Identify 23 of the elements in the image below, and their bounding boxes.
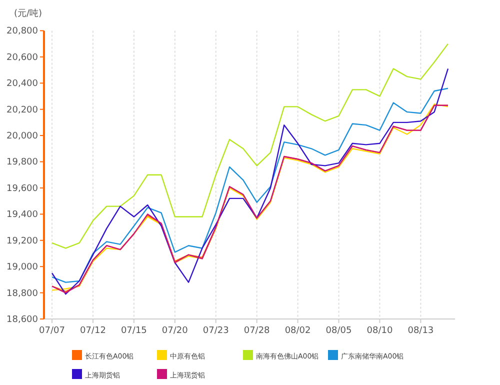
- x-tick-label: 07/28: [244, 326, 270, 336]
- y-tick-label: 19,600: [6, 184, 38, 194]
- y-tick-label: 20,000: [6, 132, 38, 142]
- x-tick-label: 07/07: [39, 326, 65, 336]
- x-tick-label: 07/12: [80, 326, 106, 336]
- x-tick-label: 08/05: [326, 326, 352, 336]
- x-tick-label: 07/23: [202, 326, 229, 336]
- x-tick-label: 07/15: [120, 326, 147, 336]
- x-tick-label: 08/13: [408, 326, 434, 336]
- y-tick-label: 18,600: [6, 315, 38, 325]
- y-tick-label: 20,600: [6, 52, 38, 63]
- y-tick-label: 19,400: [6, 210, 38, 220]
- y-tick-label: 18,800: [6, 288, 38, 299]
- x-tick-label: 08/10: [366, 326, 393, 336]
- y-tick-label: 20,800: [6, 26, 38, 37]
- x-tick-label: 07/20: [162, 326, 188, 336]
- y-tick-label: 19,000: [6, 262, 38, 273]
- y-tick-label: 19,800: [6, 158, 38, 168]
- y-tick-label: 20,400: [6, 79, 38, 90]
- x-tick-label: 08/02: [284, 326, 311, 336]
- y-axis-title: (元/吨): [14, 8, 42, 19]
- y-tick-label: 19,200: [6, 236, 38, 246]
- y-tick-label: 20,200: [6, 105, 38, 116]
